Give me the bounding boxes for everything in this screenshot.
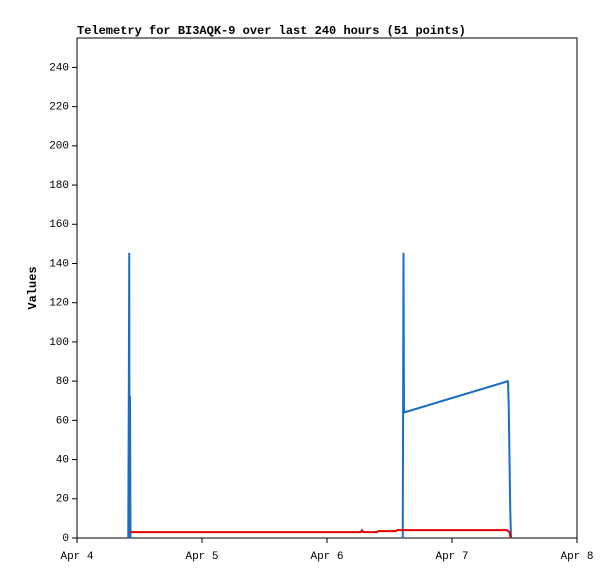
y-tick-label: 0 [62,533,69,545]
y-tick-label: 60 [56,415,69,427]
y-axis-label: Values [26,266,40,309]
y-tick-label: 80 [56,376,69,388]
y-tick-label: 220 [49,102,69,114]
x-tick-label: Apr 4 [60,551,93,563]
x-tick-label: Apr 6 [310,551,343,563]
y-tick-label: 160 [49,219,69,231]
plot-frame [76,37,578,539]
y-tick-label: 200 [49,141,69,153]
x-tick-label: Apr 5 [185,551,218,563]
x-tick-label: Apr 8 [560,551,593,563]
y-tick-label: 120 [49,298,69,310]
y-tick-label: 40 [56,454,69,466]
y-tick-label: 20 [56,494,69,506]
chart-title: Telemetry for BI3AQK-9 over last 240 hou… [77,24,466,38]
x-tick-label: Apr 7 [435,551,468,563]
series-line [127,252,512,539]
series-line [130,529,512,539]
y-tick-label: 100 [49,337,69,349]
y-tick-label: 180 [49,180,69,192]
y-tick-label: 240 [49,62,69,74]
y-tick-label: 140 [49,258,69,270]
